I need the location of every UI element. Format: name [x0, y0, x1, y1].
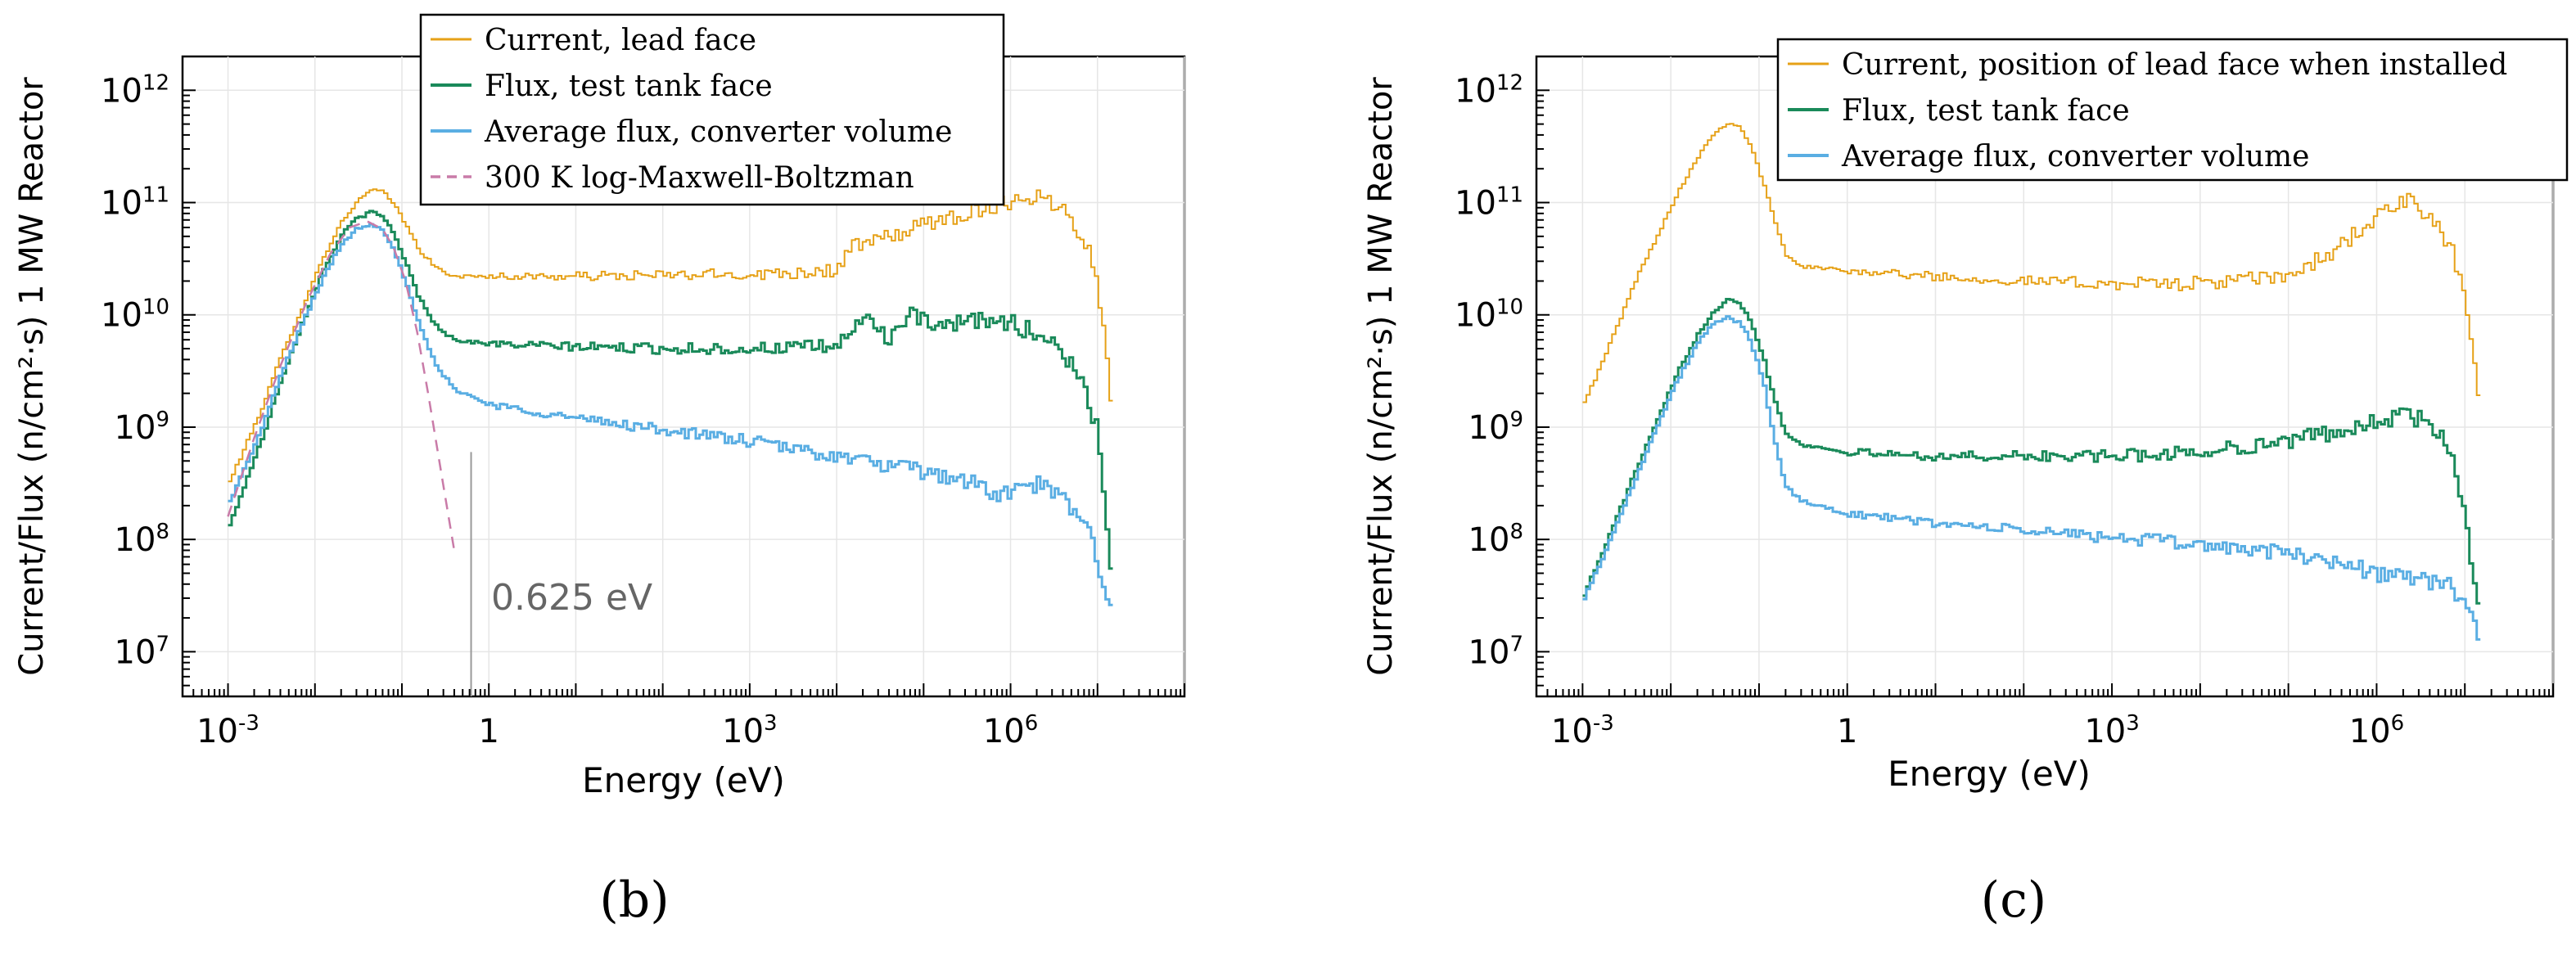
- y-axis-label: Current/Flux (n/cm²·s) 1 MW Reactor: [1362, 77, 1400, 676]
- series-flux-test-tank-face: [1582, 298, 2481, 605]
- legend-box: [1776, 38, 2569, 182]
- tick-label-layer: 10-3 1 103 106 107 108 109 1010 1011 1012: [101, 70, 1038, 750]
- chart-panel-b: 10-3 1 103 106 107 108 109 1010 1011 1012 Energy …: [13, 13, 1186, 929]
- tick-layer: [1536, 56, 2554, 697]
- legend-box: [419, 13, 1005, 206]
- y-tick-label: 108: [1468, 520, 1523, 559]
- legend: Current, lead face Flux, test tank face Av…: [419, 13, 1005, 206]
- panel-caption: (b): [599, 872, 669, 929]
- x-axis-label: Energy (eV): [1888, 754, 2091, 794]
- x-tick-label: 103: [2084, 711, 2139, 750]
- y-tick-label: 1011: [1455, 183, 1523, 223]
- x-tick-label: 10-3: [196, 711, 259, 750]
- series-flux-test-tank-face: [228, 209, 1113, 570]
- tick-layer: [182, 56, 1185, 697]
- legend-label: Current, position of lead face when inst…: [1842, 48, 2507, 82]
- x-tick-label: 103: [722, 711, 777, 750]
- legend-label: Average flux, converter volume: [1841, 140, 2309, 173]
- series-average-flux-converter-volume: [1582, 315, 2481, 641]
- x-tick-label: 1: [1837, 713, 1857, 750]
- y-tick-label: 109: [1468, 408, 1523, 447]
- legend-label: Average flux, converter volume: [484, 115, 952, 149]
- y-axis-label: Current/Flux (n/cm²·s) 1 MW Reactor: [13, 77, 51, 676]
- y-tick-label: 1011: [101, 183, 169, 223]
- y-tick-label: 109: [115, 408, 169, 447]
- y-tick-label: 1010: [1455, 295, 1523, 335]
- tick-label-layer: 10-3 1 103 106 107 108 109 1010 1011 1012: [1455, 70, 2404, 750]
- y-tick-label: 1012: [101, 70, 169, 110]
- x-tick-label: 106: [983, 711, 1038, 750]
- chart-panel-c: 10-3 1 103 106 107 108 109 1010 1011 1012 Energy …: [1362, 38, 2569, 929]
- legend: Current, position of lead face when inst…: [1776, 38, 2569, 182]
- series-current-lead-face: [228, 188, 1113, 483]
- legend-label: Flux, test tank face: [485, 70, 773, 103]
- series-300-k-log-maxwell-boltzman: [227, 220, 456, 551]
- y-tick-label: 107: [115, 632, 169, 671]
- legend-label: Current, lead face: [485, 24, 756, 57]
- panel-caption: (c): [1981, 872, 2046, 929]
- x-tick-label: 106: [2349, 711, 2404, 750]
- y-tick-label: 1010: [101, 295, 169, 335]
- x-tick-label: 10-3: [1551, 711, 1614, 750]
- series-layer: [227, 188, 1113, 606]
- legend-label: 300 K log-Maxwell-Boltzman: [485, 161, 914, 195]
- x-tick-label: 1: [478, 713, 499, 750]
- series-current-position-of-lead-face-when-installed: [1582, 123, 2481, 403]
- y-tick-label: 108: [115, 520, 169, 559]
- x-axis-label: Energy (eV): [582, 760, 785, 800]
- y-tick-label: 1012: [1455, 70, 1523, 110]
- y-tick-label: 107: [1468, 632, 1523, 671]
- series-layer: [1582, 123, 2481, 641]
- legend-label: Flux, test tank face: [1842, 94, 2130, 128]
- annotation-label: 0.625 eV: [491, 577, 652, 619]
